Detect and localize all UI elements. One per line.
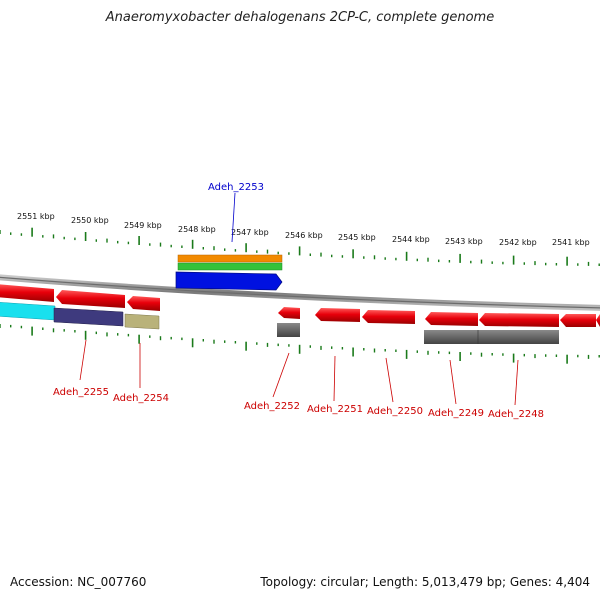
- gene-arrow-adeh-2249[interactable]: [425, 312, 478, 326]
- gene-label-adeh-2248[interactable]: Adeh_2248: [488, 409, 544, 420]
- leader-line-adeh-2255: [79, 339, 87, 381]
- kbp-label: 2551 kbp: [17, 212, 55, 221]
- gene-label-adeh-2252[interactable]: Adeh_2252: [244, 401, 300, 412]
- feature-block-cyan[interactable]: [0, 302, 56, 321]
- gene-arrow-left-edge[interactable]: [0, 284, 54, 302]
- feature-block-gray-long[interactable]: [424, 330, 559, 344]
- gene-feature-orange[interactable]: [177, 254, 283, 263]
- kbp-label: 2543 kbp: [445, 237, 483, 246]
- map-title: Anaeromyxobacter dehalogenans 2CP-C, com…: [105, 10, 495, 25]
- gene-feature-green[interactable]: [177, 262, 283, 271]
- leader-line-adeh-2248: [514, 359, 519, 406]
- gene-arrow-adeh-2250[interactable]: [362, 310, 415, 324]
- kbp-label: 2550 kbp: [71, 216, 109, 225]
- upper-kbp-ruler: [0, 227, 600, 266]
- gene-arrow-adeh-2254[interactable]: [127, 296, 160, 311]
- gene-arrow-right-edge[interactable]: [560, 314, 596, 327]
- gene-arrow-adeh-2252[interactable]: [278, 307, 300, 319]
- lower-kbp-ruler: [0, 324, 600, 364]
- gene-arrow-adeh-2255[interactable]: [56, 290, 125, 308]
- kbp-label: 2546 kbp: [285, 231, 323, 240]
- kbp-label: 2547 kbp: [231, 228, 269, 237]
- leader-line-adeh-2251: [333, 355, 336, 402]
- gene-arrow-adeh-2251[interactable]: [315, 308, 360, 322]
- kbp-label: 2541 kbp: [552, 238, 590, 247]
- kbp-label: 2545 kbp: [338, 233, 376, 242]
- feature-block-gray-small[interactable]: [277, 323, 300, 337]
- kbp-label: 2544 kbp: [392, 235, 430, 244]
- gene-label-adeh-2250[interactable]: Adeh_2250: [367, 406, 423, 417]
- gene-label-adeh-2249[interactable]: Adeh_2249: [428, 408, 484, 419]
- gene-feature-blue[interactable]: [175, 271, 283, 291]
- gene-label-adeh-2253[interactable]: Adeh_2253: [208, 182, 264, 193]
- leader-line-adeh-2253: [231, 192, 236, 243]
- gene-label-adeh-2255[interactable]: Adeh_2255: [53, 387, 109, 398]
- gene-arrow-adeh-2248[interactable]: [479, 313, 559, 327]
- topology-label: Topology: circular; Length: 5,013,479 bp…: [260, 575, 590, 589]
- leader-line-adeh-2249: [449, 359, 457, 405]
- gene-label-adeh-2254[interactable]: Adeh_2254: [113, 393, 169, 404]
- gene-label-adeh-2251[interactable]: Adeh_2251: [307, 404, 363, 415]
- gene-arrow-right-cut[interactable]: [596, 314, 600, 327]
- accession-label: Accession: NC_007760: [10, 575, 147, 589]
- kbp-label: 2548 kbp: [178, 225, 216, 234]
- chromosome-backbone-highlight: [0, 276, 600, 309]
- feature-block-khaki[interactable]: [124, 313, 160, 330]
- leader-line-adeh-2252: [272, 352, 290, 398]
- leader-line-adeh-2250: [385, 357, 394, 403]
- kbp-label: 2549 kbp: [124, 221, 162, 230]
- feature-block-indigo[interactable]: [53, 307, 124, 327]
- kbp-label: 2542 kbp: [499, 238, 537, 247]
